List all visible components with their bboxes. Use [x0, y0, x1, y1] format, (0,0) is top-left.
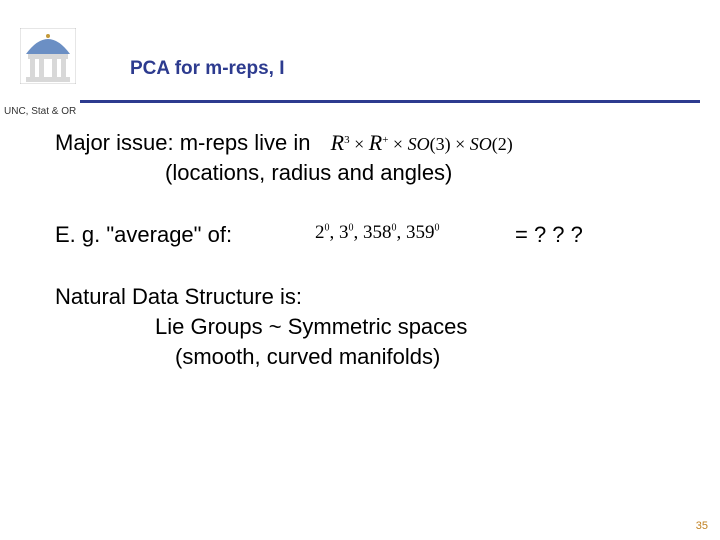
degrees-list: 20, 30, 3580, 3590: [315, 222, 440, 244]
body-line-2: (locations, radius and angles): [165, 160, 695, 186]
body-line-3: E. g. "average" of: 20, 30, 3580, 3590 =…: [55, 222, 695, 248]
line1-text: Major issue: m-reps live in: [55, 130, 311, 155]
line3-prefix: E. g. "average" of:: [55, 222, 232, 247]
unc-logo: [20, 28, 76, 84]
slide-header: PCA for m-reps, I: [0, 0, 720, 100]
body-line-1: Major issue: m-reps live in R3 × R+ × SO…: [55, 130, 695, 156]
title-divider: [80, 100, 700, 103]
body-line-5: Lie Groups ~ Symmetric spaces: [155, 314, 695, 340]
body-line-6: (smooth, curved manifolds): [175, 344, 695, 370]
page-number: 35: [696, 520, 708, 532]
body-line-4: Natural Data Structure is:: [55, 284, 695, 310]
slide-body: Major issue: m-reps live in R3 × R+ × SO…: [55, 130, 695, 370]
slide-title: PCA for m-reps, I: [130, 58, 285, 80]
math-space-expr: R3 × R+ × SO(3) × SO(2): [331, 134, 513, 154]
affiliation-label: UNC, Stat & OR: [4, 106, 76, 117]
line3-suffix: = ? ? ?: [515, 222, 583, 248]
